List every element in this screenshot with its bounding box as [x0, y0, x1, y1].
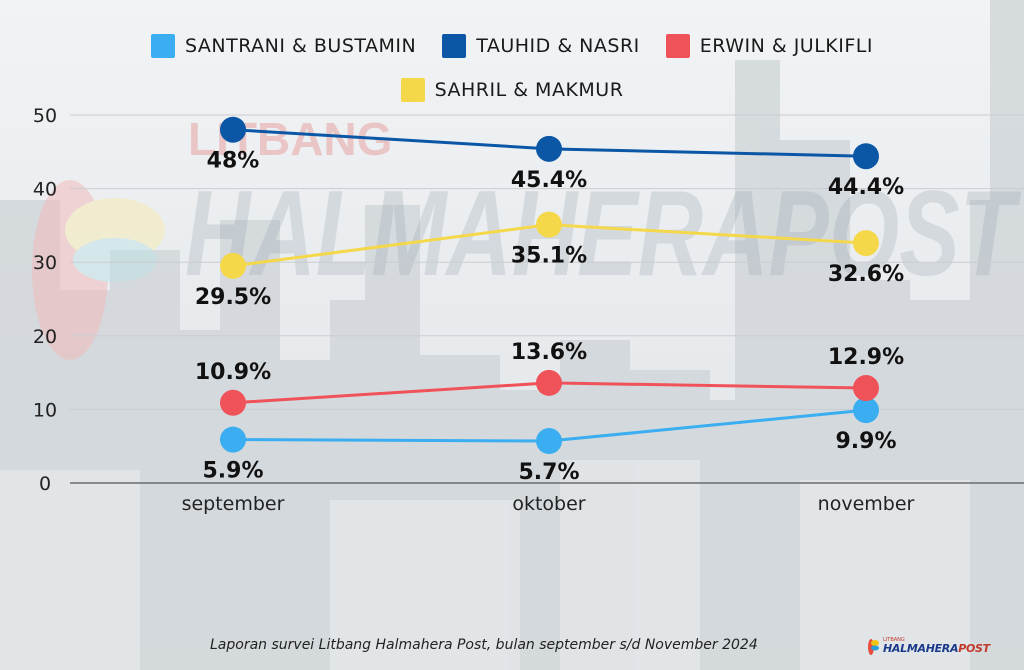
x-tick-label: oktober [512, 493, 585, 515]
brand-name-text: HALMAHERAPOST [883, 643, 990, 654]
data-point [220, 116, 246, 143]
data-label: 5.7% [518, 460, 579, 485]
y-tick-label: 30 [33, 252, 57, 274]
data-label: 44.4% [828, 175, 904, 200]
brand-logo: LITBANG HALMAHERAPOST [866, 636, 990, 656]
data-label: 10.9% [195, 360, 271, 385]
data-label: 48% [207, 149, 260, 174]
brand-name-b: POST [958, 642, 990, 655]
data-point [853, 397, 879, 424]
legend-swatch-santrani [151, 34, 176, 58]
legend-item-tauhid: TAUHID & NASRI [442, 34, 640, 58]
x-axis-ticks: september oktober november [182, 493, 915, 515]
watermark-top-text: LITBANG [188, 113, 392, 165]
data-point [853, 230, 879, 257]
data-label: 35.1% [511, 244, 587, 269]
data-label: 9.9% [835, 429, 896, 454]
y-tick-label: 10 [33, 399, 57, 421]
data-label: 13.6% [511, 340, 587, 365]
y-tick-label: 0 [39, 473, 51, 495]
data-point [220, 389, 246, 416]
legend-label-erwin: ERWIN & JULKIFLI [699, 35, 873, 57]
brand-name-a: HALMAHERA [883, 642, 959, 655]
legend-label-santrani: SANTRANI & BUSTAMIN [185, 35, 417, 57]
x-tick-label: september [182, 493, 285, 515]
y-tick-label: 50 [33, 105, 57, 127]
data-point [536, 211, 562, 238]
data-point [220, 426, 246, 453]
data-point [536, 428, 562, 455]
legend-swatch-sahril [400, 78, 425, 102]
litbang-logo-icon [868, 639, 879, 655]
data-point [220, 252, 246, 279]
data-point [853, 375, 879, 402]
y-tick-label: 20 [33, 326, 57, 348]
watermark-main-text: HALMAHERAPOST [185, 165, 1022, 301]
y-tick-label: 40 [33, 179, 57, 201]
data-label: 12.9% [828, 345, 904, 370]
series-points [220, 116, 879, 455]
legend-label-tauhid: TAUHID & NASRI [476, 35, 640, 57]
y-axis-ticks: 0 10 20 30 40 50 [33, 105, 57, 495]
x-tick-label: november [818, 493, 915, 515]
data-label: 45.4% [511, 168, 587, 193]
legend-swatch-erwin [665, 34, 690, 58]
legend-row-1: SANTRANI & BUSTAMIN TAUHID & NASRI ERWIN… [0, 28, 1024, 64]
legend-item-santrani: SANTRANI & BUSTAMIN [151, 34, 416, 58]
data-label: 29.5% [195, 285, 271, 310]
data-point [536, 135, 562, 162]
legend-label-sahril: SAHRIL & MAKMUR [434, 79, 624, 101]
data-label: 32.6% [828, 262, 904, 287]
data-point [536, 369, 562, 396]
brand-text: LITBANG HALMAHERAPOST [883, 637, 990, 655]
data-label: 5.9% [202, 459, 263, 484]
data-point [853, 143, 879, 170]
data-labels: 5.9% 5.7% 9.9% 48% 45.4% 44.4% 10.9% 13.6% 12.9%… [195, 149, 904, 485]
legend: SANTRANI & BUSTAMIN TAUHID & NASRI ERWIN… [0, 28, 1024, 116]
brand-small-text: LITBANG [883, 637, 905, 643]
legend-swatch-tauhid [442, 34, 467, 58]
footer-caption: Laporan survei Litbang Halmahera Post, b… [210, 637, 758, 653]
legend-item-erwin: ERWIN & JULKIFLI [665, 34, 873, 58]
legend-item-sahril: SAHRIL & MAKMUR [400, 78, 624, 102]
legend-row-2: SAHRIL & MAKMUR [0, 72, 1024, 108]
